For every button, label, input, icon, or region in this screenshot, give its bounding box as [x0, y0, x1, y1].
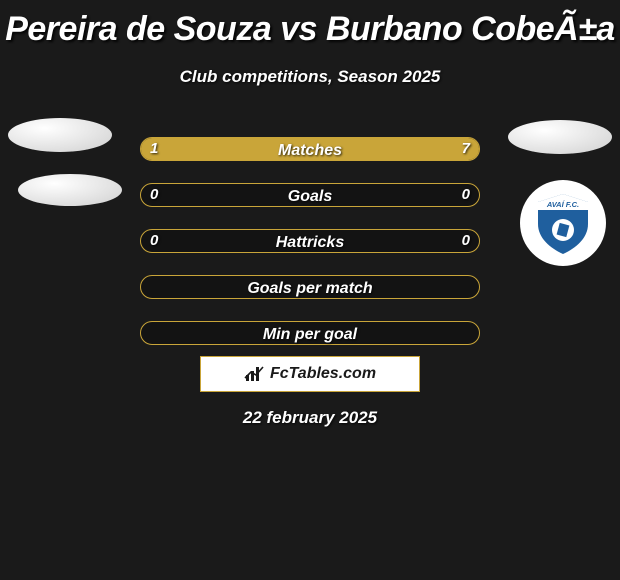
stat-value-right: 0: [462, 183, 470, 207]
stat-row: Hattricks00: [0, 229, 620, 275]
stat-value-left: 0: [150, 229, 158, 253]
stat-rows: Matches17Goals00Hattricks00Goals per mat…: [0, 137, 620, 367]
stat-value-right: 0: [462, 229, 470, 253]
stat-fill-left: [141, 138, 183, 160]
stat-fill-right: [183, 138, 479, 160]
stat-bar: [140, 183, 480, 207]
stat-value-left: 1: [150, 137, 158, 161]
stat-row: Goals00: [0, 183, 620, 229]
source-box: FcTables.com: [200, 356, 420, 392]
stat-bar: [140, 321, 480, 345]
stat-bar: [140, 275, 480, 299]
date-label: 22 february 2025: [0, 408, 620, 428]
stat-bar: [140, 137, 480, 161]
stat-row: Matches17: [0, 137, 620, 183]
source-label: FcTables.com: [270, 365, 376, 383]
bars-icon: [244, 363, 266, 385]
page-subtitle: Club competitions, Season 2025: [0, 67, 620, 87]
stat-bar: [140, 229, 480, 253]
page-title: Pereira de Souza vs Burbano CobeÃ±a: [0, 0, 620, 49]
stat-value-left: 0: [150, 183, 158, 207]
stat-row: Goals per match: [0, 275, 620, 321]
stat-value-right: 7: [462, 137, 470, 161]
